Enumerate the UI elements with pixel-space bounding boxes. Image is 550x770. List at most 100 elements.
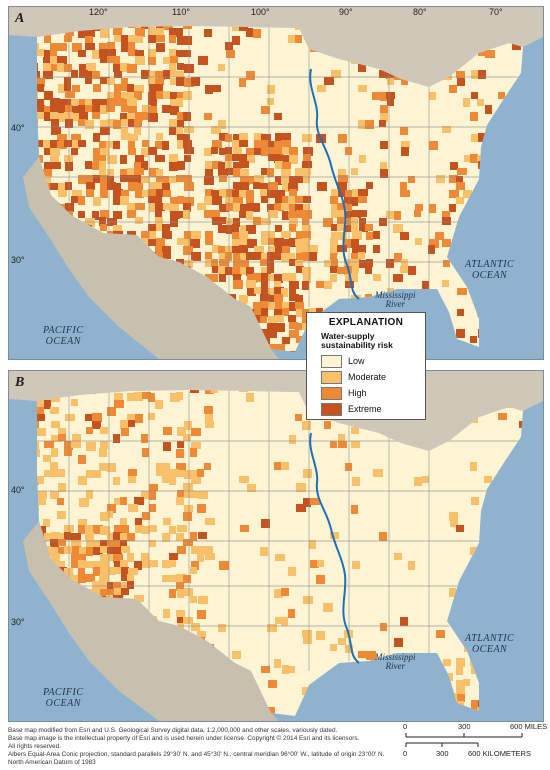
- county-cell: [268, 154, 275, 161]
- county-cell: [44, 35, 51, 43]
- county-cell: [79, 547, 89, 554]
- county-cell: [240, 169, 249, 177]
- county-cell: [65, 91, 75, 98]
- county-cell: [121, 567, 129, 575]
- county-cell: [44, 176, 51, 185]
- county-cell: [240, 225, 250, 234]
- county-cell: [50, 56, 58, 64]
- county-cell: [449, 190, 459, 198]
- county-cell: [239, 211, 247, 218]
- county-cell: [219, 189, 229, 198]
- county-cell: [149, 484, 158, 491]
- county-cell: [99, 155, 106, 163]
- county-cell: [274, 309, 283, 316]
- county-cell: [275, 161, 283, 169]
- county-cell: [212, 266, 219, 273]
- county-cell: [148, 35, 156, 43]
- county-cell: [135, 525, 144, 533]
- county-cell: [71, 196, 78, 203]
- county-cell: [86, 427, 93, 434]
- map-legend: EXPLANATION Water-supply sustainability …: [306, 312, 426, 420]
- county-cell: [135, 112, 143, 121]
- county-cell: [78, 476, 87, 485]
- county-cell: [106, 567, 116, 575]
- county-cell: [211, 85, 221, 92]
- county-cell: [170, 469, 178, 477]
- county-cell: [44, 148, 53, 155]
- county-cell: [261, 231, 268, 238]
- county-cell: [246, 225, 256, 234]
- county-cell: [148, 29, 157, 38]
- county-cell: [121, 99, 131, 106]
- county-cell: [114, 91, 121, 99]
- county-cell: [260, 329, 269, 337]
- county-cell: [275, 617, 282, 624]
- county-cell: [176, 582, 184, 591]
- county-cell: [135, 50, 144, 59]
- county-cell: [457, 694, 465, 702]
- county-cell: [58, 106, 68, 114]
- county-cell: [106, 49, 116, 56]
- county-cell: [121, 105, 128, 112]
- county-cell: [309, 540, 316, 549]
- county-cell: [352, 266, 359, 273]
- county-cell: [351, 505, 358, 514]
- county-cell: [456, 197, 464, 204]
- county-cell: [155, 400, 163, 409]
- county-cell: [205, 169, 213, 178]
- county-cell: [394, 553, 402, 560]
- county-cell: [99, 561, 109, 570]
- county-cell: [85, 175, 95, 182]
- county-cell: [64, 99, 72, 108]
- county-cell: [331, 70, 341, 78]
- county-cell: [113, 211, 122, 219]
- county-cell: [149, 182, 156, 190]
- county-cell: [288, 666, 295, 673]
- county-cell: [43, 63, 53, 71]
- county-cell: [170, 78, 179, 85]
- pacific-ocean-label-b: PACIFIC OCEAN: [43, 687, 84, 709]
- county-cell: [330, 441, 337, 448]
- county-cell: [162, 575, 171, 582]
- county-cell: [79, 498, 89, 507]
- county-cell: [177, 441, 184, 448]
- county-cell: [128, 35, 137, 42]
- county-cell: [345, 463, 352, 471]
- county-cell: [72, 546, 81, 553]
- county-cell: [205, 390, 214, 394]
- county-cell: [267, 259, 274, 266]
- county-cell: [107, 533, 117, 541]
- county-cell: [274, 281, 281, 289]
- county-cell: [288, 315, 296, 322]
- county-cell: [470, 462, 477, 471]
- county-cell: [37, 105, 45, 112]
- county-cell: [316, 281, 326, 288]
- county-cell: [155, 84, 163, 91]
- county-cell: [359, 245, 366, 253]
- county-cell: [184, 175, 192, 183]
- county-cell: [114, 71, 122, 78]
- county-cell: [71, 134, 81, 142]
- county-cell: [169, 35, 176, 43]
- county-cell: [204, 463, 211, 470]
- county-cell: [274, 462, 281, 470]
- county-cell: [128, 469, 137, 476]
- county-cell: [177, 140, 187, 149]
- county-cell: [71, 561, 81, 568]
- county-cell: [72, 575, 80, 582]
- county-cell: [114, 400, 124, 408]
- county-cell: [233, 274, 241, 282]
- county-cell: [373, 245, 380, 253]
- county-cell: [183, 203, 191, 212]
- county-cell: [100, 105, 108, 114]
- county-cell: [351, 225, 358, 232]
- county-cell: [239, 390, 248, 392]
- county-cell: [37, 155, 43, 163]
- county-cell: [204, 406, 213, 414]
- county-cell: [114, 84, 121, 93]
- county-cell: [128, 49, 137, 56]
- county-cell: [246, 280, 256, 288]
- county-cell: [43, 455, 51, 462]
- county-cell: [218, 246, 227, 254]
- county-cell: [338, 441, 347, 448]
